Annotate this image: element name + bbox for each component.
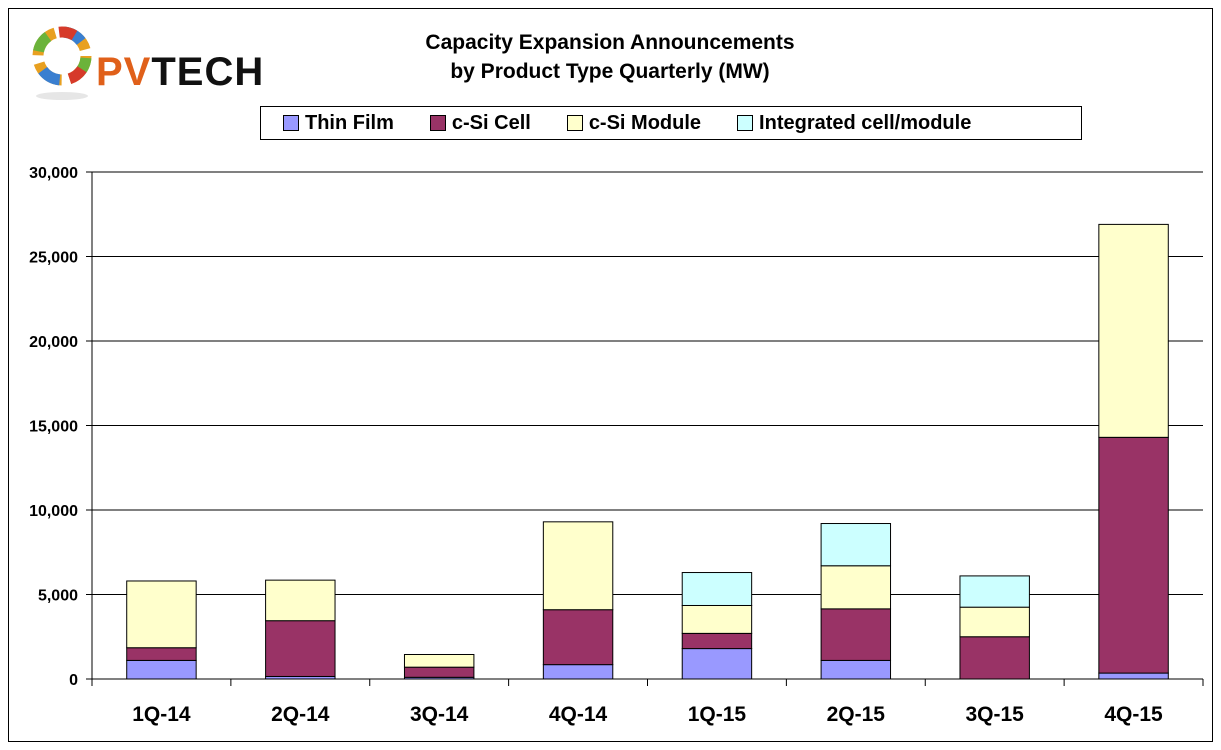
bar-segment xyxy=(403,653,475,668)
legend-label-thin-film: Thin Film xyxy=(305,111,394,134)
bar-segment xyxy=(265,579,336,622)
legend-label-csi-module: c-Si Module xyxy=(588,111,702,134)
chart-legend: Thin Film c-Si Cell c-Si Module Integrat… xyxy=(260,106,1082,140)
y-tick-label: 10,000 xyxy=(29,503,78,520)
chart-title-block: Capacity Expansion Announcements by Prod… xyxy=(300,28,920,86)
bar-segment xyxy=(126,659,197,680)
x-tick-label: 4Q-14 xyxy=(549,703,608,726)
bar-segment xyxy=(403,666,475,678)
bar-segment xyxy=(820,523,892,567)
y-tick-label: 20,000 xyxy=(29,334,78,351)
bar-segment xyxy=(542,521,614,611)
legend-item-csi-module: c-Si Module xyxy=(566,111,702,135)
bar-segment xyxy=(1098,672,1169,680)
x-tick-label: 1Q-14 xyxy=(132,703,191,726)
bar-segment xyxy=(126,647,197,661)
logo-suffix: TECH xyxy=(151,50,265,94)
x-tick-label: 2Q-14 xyxy=(271,703,330,726)
legend-label-integrated: Integrated cell/module xyxy=(759,111,972,134)
bar-segment xyxy=(681,648,753,680)
legend-item-csi-cell: c-Si Cell xyxy=(429,111,531,135)
pvtech-logo-text: PVTECH xyxy=(96,50,264,95)
logo-prefix: PV xyxy=(96,50,152,94)
bar-segment xyxy=(820,565,892,610)
pvtech-logo: PVTECH xyxy=(28,20,298,104)
chart-subtitle: by Product Type Quarterly (MW) xyxy=(450,60,770,83)
y-tick-label: 25,000 xyxy=(29,250,78,267)
y-tick-label: 0 xyxy=(69,672,78,689)
legend-item-thin-film: Thin Film xyxy=(283,112,394,135)
bar-segment xyxy=(126,580,197,649)
bar-segment xyxy=(1098,436,1169,674)
bar-segment xyxy=(959,606,1030,638)
x-tick-label: 4Q-15 xyxy=(1104,703,1163,726)
bar-segment xyxy=(681,632,753,650)
legend-swatch-thin-film xyxy=(283,115,299,131)
y-tick-label: 30,000 xyxy=(29,165,78,182)
legend-swatch-csi-module xyxy=(566,115,583,131)
bar-segment xyxy=(1098,223,1169,438)
bar-segment xyxy=(542,664,614,680)
bar-segment xyxy=(820,659,892,680)
bar-segment xyxy=(681,604,753,634)
y-tick-label: 5,000 xyxy=(38,588,78,605)
legend-item-integrated: Integrated cell/module xyxy=(737,112,971,135)
x-tick-label: 1Q-15 xyxy=(688,703,747,726)
y-tick-label: 15,000 xyxy=(29,419,78,436)
bar-segment xyxy=(265,620,336,677)
bar-segment xyxy=(959,636,1030,680)
bar-segment xyxy=(681,572,753,606)
legend-swatch-csi-cell xyxy=(429,115,446,131)
pvtech-logo-icon xyxy=(32,26,92,100)
bar-segment xyxy=(542,609,614,666)
legend-label-csi-cell: c-Si Cell xyxy=(451,111,531,134)
x-tick-label: 2Q-15 xyxy=(827,703,886,726)
x-tick-label: 3Q-15 xyxy=(966,703,1025,726)
legend-swatch-integrated xyxy=(737,115,754,131)
bar-segment xyxy=(959,575,1030,608)
chart-title: Capacity Expansion Announcements xyxy=(425,31,795,54)
x-tick-label: 3Q-14 xyxy=(410,703,469,726)
bar-segment xyxy=(820,608,892,661)
